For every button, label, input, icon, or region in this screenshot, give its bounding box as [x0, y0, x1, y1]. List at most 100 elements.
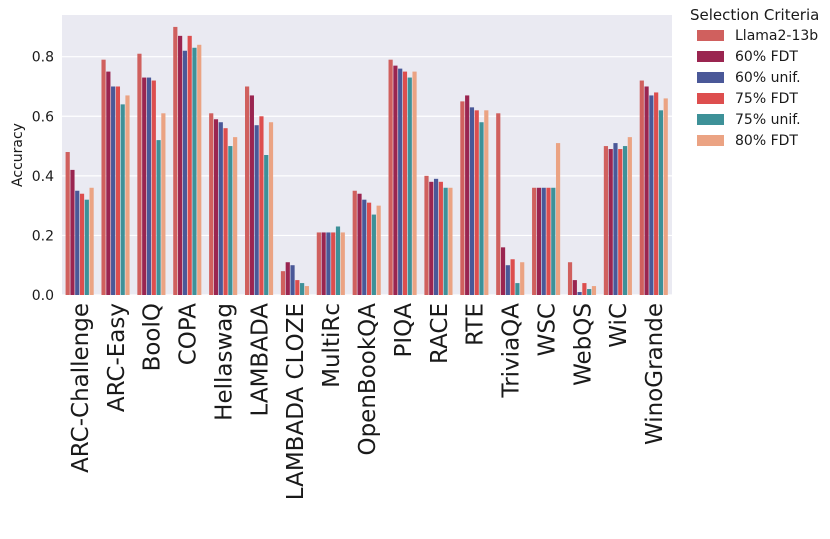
bar	[137, 53, 142, 295]
bar	[460, 101, 465, 295]
bar	[474, 110, 479, 295]
bar	[658, 110, 664, 295]
bar	[245, 86, 250, 295]
bar	[500, 247, 506, 295]
x-tick-label: LAMBADA CLOZE	[283, 303, 309, 500]
legend-label: 60% FDT	[735, 49, 798, 65]
bar	[649, 95, 654, 295]
bar	[520, 262, 525, 295]
bar	[567, 262, 573, 295]
bar	[572, 280, 577, 295]
bar	[65, 152, 70, 295]
bar	[192, 47, 197, 295]
bar	[259, 116, 264, 295]
bar	[613, 143, 618, 295]
x-tick-label: COPA	[176, 303, 202, 366]
y-tick-label: 0.0	[32, 288, 54, 304]
bar	[233, 137, 238, 295]
x-tick-label: Hellaswag	[211, 303, 237, 421]
bar	[429, 181, 434, 295]
bar	[577, 292, 582, 295]
x-tick-label: WiC	[606, 303, 632, 348]
x-tick-label: MultiRc	[319, 303, 345, 388]
x-tick-label: TriviaQA	[499, 303, 525, 399]
y-tick-label: 0.4	[32, 169, 54, 185]
bar	[106, 71, 111, 296]
bar	[536, 187, 542, 295]
bar	[654, 92, 659, 295]
x-tick-label: ARC-Easy	[104, 303, 130, 412]
bar	[268, 122, 274, 295]
bar	[433, 178, 439, 295]
bar	[412, 71, 417, 296]
bar	[161, 113, 166, 295]
bar	[362, 199, 367, 295]
x-tick-label: RACE	[427, 303, 453, 364]
bar	[398, 68, 403, 295]
bar	[142, 77, 147, 295]
legend-title: Selection Criteria	[690, 6, 819, 24]
y-tick-label: 0.8	[32, 50, 54, 66]
legend: Selection Criteria Llama2-13b 60% FDT 60% …	[690, 6, 819, 149]
bar	[546, 187, 551, 295]
x-tick-label: ARC-Challenge	[68, 303, 94, 473]
bar	[465, 95, 470, 295]
bar	[587, 289, 592, 295]
bar	[555, 143, 561, 295]
bar	[393, 65, 398, 295]
bar	[75, 190, 80, 295]
bar	[79, 193, 85, 295]
legend-swatch	[697, 72, 724, 83]
bar	[285, 262, 290, 295]
bar	[505, 265, 510, 295]
bar	[541, 187, 546, 295]
legend-swatch	[697, 135, 724, 146]
bar	[551, 187, 556, 295]
legend-label: 60% unif.	[735, 70, 801, 86]
bar	[182, 50, 187, 295]
bar	[264, 155, 269, 295]
bar	[209, 113, 214, 295]
bar	[443, 187, 448, 295]
legend-label: 75% FDT	[735, 91, 798, 107]
x-tick-label: LAMBADA	[247, 303, 273, 417]
bar	[228, 146, 233, 295]
bar	[146, 77, 152, 295]
bar	[178, 35, 183, 295]
bar	[484, 110, 489, 295]
bar	[627, 137, 632, 295]
bar	[223, 128, 228, 295]
bar	[479, 122, 484, 295]
bar	[608, 149, 613, 295]
bar	[371, 214, 376, 295]
bar	[402, 71, 408, 296]
bar	[249, 95, 254, 295]
bar	[84, 199, 89, 295]
legend-swatch	[697, 30, 724, 41]
x-tick-label: OpenBookQA	[355, 303, 381, 456]
bar	[213, 119, 219, 296]
bar	[340, 232, 345, 295]
bar	[290, 265, 295, 295]
bar	[115, 86, 121, 295]
bar	[304, 286, 309, 295]
y-tick-labels: 0.0 0.2 0.4 0.6 0.8	[32, 50, 54, 304]
bar	[197, 44, 202, 296]
bar	[424, 175, 429, 295]
bar	[532, 187, 537, 295]
bar	[582, 283, 587, 295]
x-tick-label: PIQA	[391, 303, 417, 358]
bar	[515, 283, 520, 295]
x-tick-label: WebQS	[570, 303, 596, 386]
x-tick-label: WinoGrande	[642, 303, 668, 445]
bar	[295, 280, 300, 295]
bar	[326, 232, 331, 295]
bar	[156, 140, 161, 295]
bar	[496, 113, 501, 295]
bar	[280, 271, 286, 295]
x-tick-label: WSC	[534, 303, 560, 356]
bar	[352, 190, 357, 295]
legend-swatch	[697, 93, 724, 104]
bar	[254, 125, 259, 295]
